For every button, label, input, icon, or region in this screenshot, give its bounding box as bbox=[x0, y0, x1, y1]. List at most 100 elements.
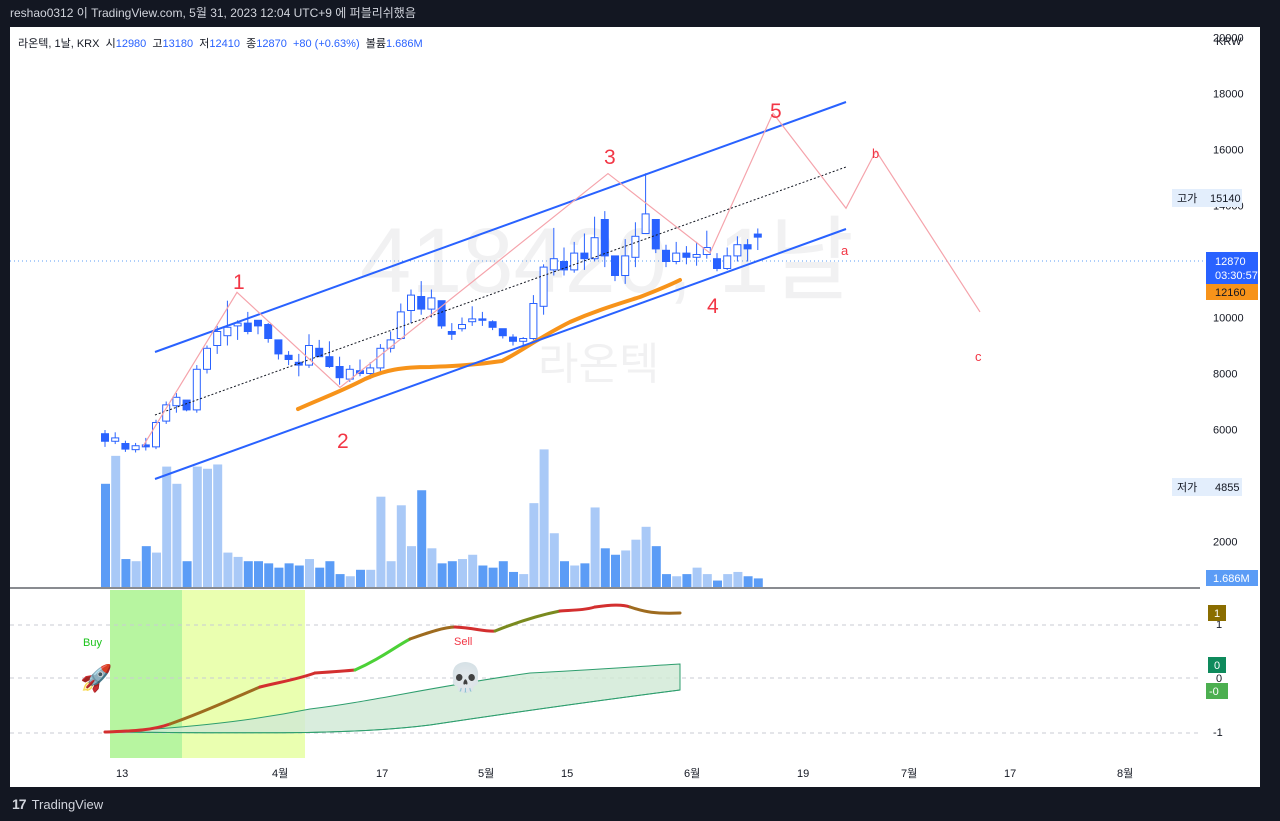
candle bbox=[753, 228, 762, 251]
volume-bar bbox=[315, 567, 325, 587]
time-axis[interactable]: 13 4월 17 5월 15 6월 19 7월 17 8월 bbox=[116, 767, 1133, 780]
wave-label-a: a bbox=[841, 243, 849, 258]
time-tick: 7월 bbox=[901, 767, 917, 780]
wave-label-1: 1 bbox=[233, 271, 245, 294]
high-tag bbox=[1172, 189, 1242, 207]
indicator-main-line bbox=[103, 603, 682, 734]
price-chart[interactable]: 418420, 1날 라온텍 Buy bbox=[10, 27, 1260, 787]
volume-bar bbox=[488, 567, 498, 587]
legend-high: 13180 bbox=[162, 38, 194, 50]
candle bbox=[743, 239, 752, 262]
candle bbox=[274, 339, 283, 360]
volume-bar bbox=[458, 559, 467, 587]
candle bbox=[570, 241, 579, 273]
time-tick: 8월 bbox=[1117, 767, 1133, 780]
volume-bar bbox=[478, 565, 488, 587]
volume-tag bbox=[1206, 570, 1258, 586]
volume-bar bbox=[203, 468, 212, 587]
volume-bar bbox=[325, 561, 335, 587]
legend-symbol: 라온텍, 1날, KRX bbox=[18, 38, 100, 50]
indicator-tick-neg: -1 bbox=[1213, 727, 1223, 739]
candle bbox=[192, 365, 201, 413]
volume-bar bbox=[254, 561, 263, 587]
volume-bar bbox=[274, 567, 284, 587]
wave-path bbox=[142, 111, 981, 447]
candle bbox=[294, 353, 303, 377]
time-tick: 19 bbox=[797, 768, 809, 780]
volume-bar bbox=[284, 563, 294, 587]
candle bbox=[631, 222, 640, 268]
indicator-tag-0: 0 bbox=[1214, 660, 1220, 672]
channel-lower-line bbox=[154, 228, 847, 480]
candle bbox=[600, 211, 609, 268]
candle bbox=[407, 289, 415, 324]
moving-average-line bbox=[296, 278, 682, 411]
indicator-tag-1: 1 bbox=[1214, 608, 1220, 620]
wave-label-4: 4 bbox=[707, 295, 719, 318]
sell-signal-label: Sell bbox=[454, 636, 472, 648]
chart-frame[interactable]: 418420, 1날 라온텍 Buy bbox=[10, 27, 1260, 787]
channel-upper-line bbox=[154, 101, 847, 353]
price-tick: 18000 bbox=[1213, 89, 1244, 101]
volume-bar bbox=[101, 483, 110, 587]
candle bbox=[447, 323, 456, 340]
candle bbox=[417, 281, 426, 315]
tradingview-logo[interactable]: 17 TradingView bbox=[12, 796, 103, 812]
legend-close-label: 종 bbox=[246, 38, 257, 50]
last-price-tag bbox=[1206, 252, 1258, 284]
volume-bar bbox=[223, 552, 233, 587]
candle bbox=[662, 244, 670, 268]
volume-bar bbox=[141, 546, 151, 587]
candle bbox=[376, 344, 385, 374]
candle bbox=[549, 227, 558, 276]
candle bbox=[519, 337, 528, 346]
candle bbox=[254, 319, 262, 335]
currency-label: KRW bbox=[1216, 36, 1242, 48]
time-tick: 13 bbox=[116, 768, 128, 780]
wave-label-c: c bbox=[975, 349, 982, 364]
volume-bar bbox=[131, 561, 141, 587]
volume-bar bbox=[345, 576, 355, 587]
volume-bar bbox=[662, 574, 671, 587]
volume-bar bbox=[356, 569, 365, 587]
volume-bar bbox=[713, 580, 722, 587]
volume-bar bbox=[376, 496, 386, 587]
candle bbox=[723, 247, 732, 270]
volume-bar bbox=[519, 574, 529, 587]
candle bbox=[590, 216, 599, 262]
wave-label-3: 3 bbox=[604, 146, 616, 169]
volume-bar bbox=[509, 571, 518, 587]
volume-bar bbox=[366, 569, 376, 587]
candle bbox=[264, 323, 273, 343]
volume-bar bbox=[172, 483, 182, 587]
candle bbox=[335, 356, 344, 385]
candle bbox=[315, 339, 324, 358]
volume-bar bbox=[233, 556, 243, 587]
volume-bar bbox=[682, 574, 692, 587]
indicator-tick-0: 0 bbox=[1216, 673, 1222, 685]
volume-bar bbox=[590, 507, 600, 587]
brand-name: TradingView bbox=[31, 796, 104, 812]
legend-high-label: 고 bbox=[152, 38, 163, 50]
volume-bar bbox=[396, 505, 406, 587]
volume-bar bbox=[305, 559, 314, 587]
wave-label-5: 5 bbox=[770, 100, 782, 123]
candle bbox=[111, 432, 120, 445]
candle bbox=[203, 345, 211, 374]
candle bbox=[468, 306, 477, 326]
candle bbox=[692, 241, 701, 266]
volume-bar bbox=[111, 455, 121, 587]
volume-bar bbox=[702, 574, 712, 587]
volume-bar bbox=[549, 533, 559, 587]
candle bbox=[651, 219, 660, 254]
symbol-legend[interactable]: 라온텍, 1날, KRX 시12980 고13180 저12410 종12870… bbox=[18, 35, 423, 51]
indicator-tick-1: 1 bbox=[1216, 619, 1222, 631]
candle bbox=[131, 442, 140, 453]
low-tag-value: 4855 bbox=[1215, 482, 1239, 494]
wave-label-2: 2 bbox=[337, 430, 349, 453]
volume-bar bbox=[641, 526, 651, 587]
skull-icon: 💀 bbox=[448, 661, 483, 694]
volume-bar bbox=[611, 554, 620, 587]
wave-labels: 1 2 3 4 5 a b c bbox=[233, 100, 982, 453]
candle bbox=[427, 289, 436, 318]
